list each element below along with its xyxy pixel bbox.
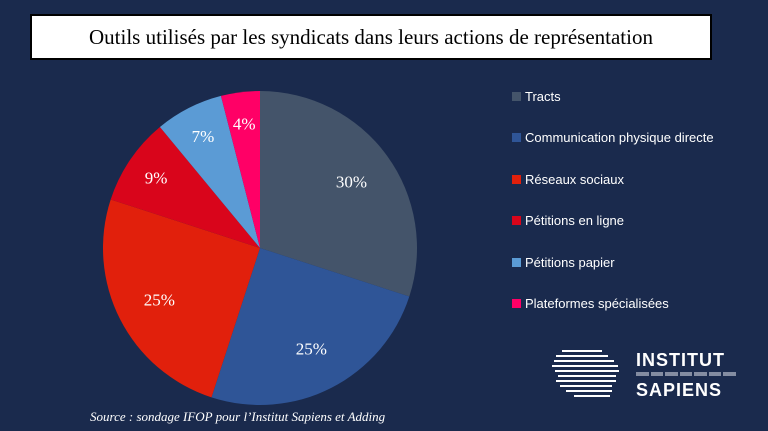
- legend-label-3: Pétitions en ligne: [525, 213, 625, 228]
- pie-slice-3: [110, 127, 260, 248]
- chart-title: Outils utilisés par les syndicats dans l…: [89, 24, 653, 49]
- pie-slice-label-2: 25%: [144, 290, 175, 309]
- legend-item-0: Tracts: [512, 86, 762, 106]
- legend-swatch-2: [512, 174, 521, 184]
- pie-slice-label-4: 7%: [192, 127, 215, 146]
- legend-swatch-5: [512, 299, 521, 308]
- pie-slice-5: [220, 91, 260, 248]
- source-note: Source : sondage IFOP pour l’Institut Sa…: [90, 409, 386, 424]
- pie-slice-1: [211, 248, 410, 406]
- legend-item-4: Pétitions papier: [512, 252, 762, 272]
- logo-text-sapiens: SAPIENS: [636, 380, 723, 400]
- legend-label-5: Plateformes spécialisées: [525, 296, 669, 311]
- logo-tagline: [636, 372, 737, 376]
- logo-text-institut: INSTITUT: [636, 350, 725, 370]
- pie-slice-2: [102, 199, 260, 398]
- legend-label-2: Réseaux sociaux: [525, 171, 624, 187]
- pie-slice-label-0: 30%: [336, 173, 367, 192]
- institut-sapiens-logo: INSTITUT SAPIENS: [552, 346, 742, 402]
- pie-slice-label-1: 25%: [296, 340, 327, 359]
- chart-title-box: Outils utilisés par les syndicats dans l…: [30, 14, 712, 60]
- legend-item-1: Communication physique directe: [512, 128, 762, 148]
- legend-item-2: Réseaux sociaux: [512, 169, 762, 189]
- pie-slice-label-5: 4%: [233, 114, 256, 133]
- legend-swatch-3: [512, 216, 521, 225]
- legend-swatch-0: [512, 91, 521, 101]
- pie-slice-4: [159, 95, 260, 249]
- pie-slice-label-3: 9%: [145, 168, 168, 187]
- legend-swatch-1: [512, 133, 521, 142]
- legend-item-3: Pétitions en ligne: [512, 211, 762, 231]
- brain-icon: [552, 350, 619, 397]
- legend-label-1: Communication physique directe: [525, 130, 714, 145]
- legend: Tracts Communication physique directe Rése…: [512, 86, 762, 335]
- legend-item-5: Plateformes spécialisées: [512, 294, 762, 314]
- pie-slice-0: [260, 90, 418, 297]
- legend-label-0: Tracts: [525, 88, 561, 104]
- legend-swatch-4: [512, 257, 521, 267]
- legend-label-4: Pétitions papier: [525, 254, 615, 270]
